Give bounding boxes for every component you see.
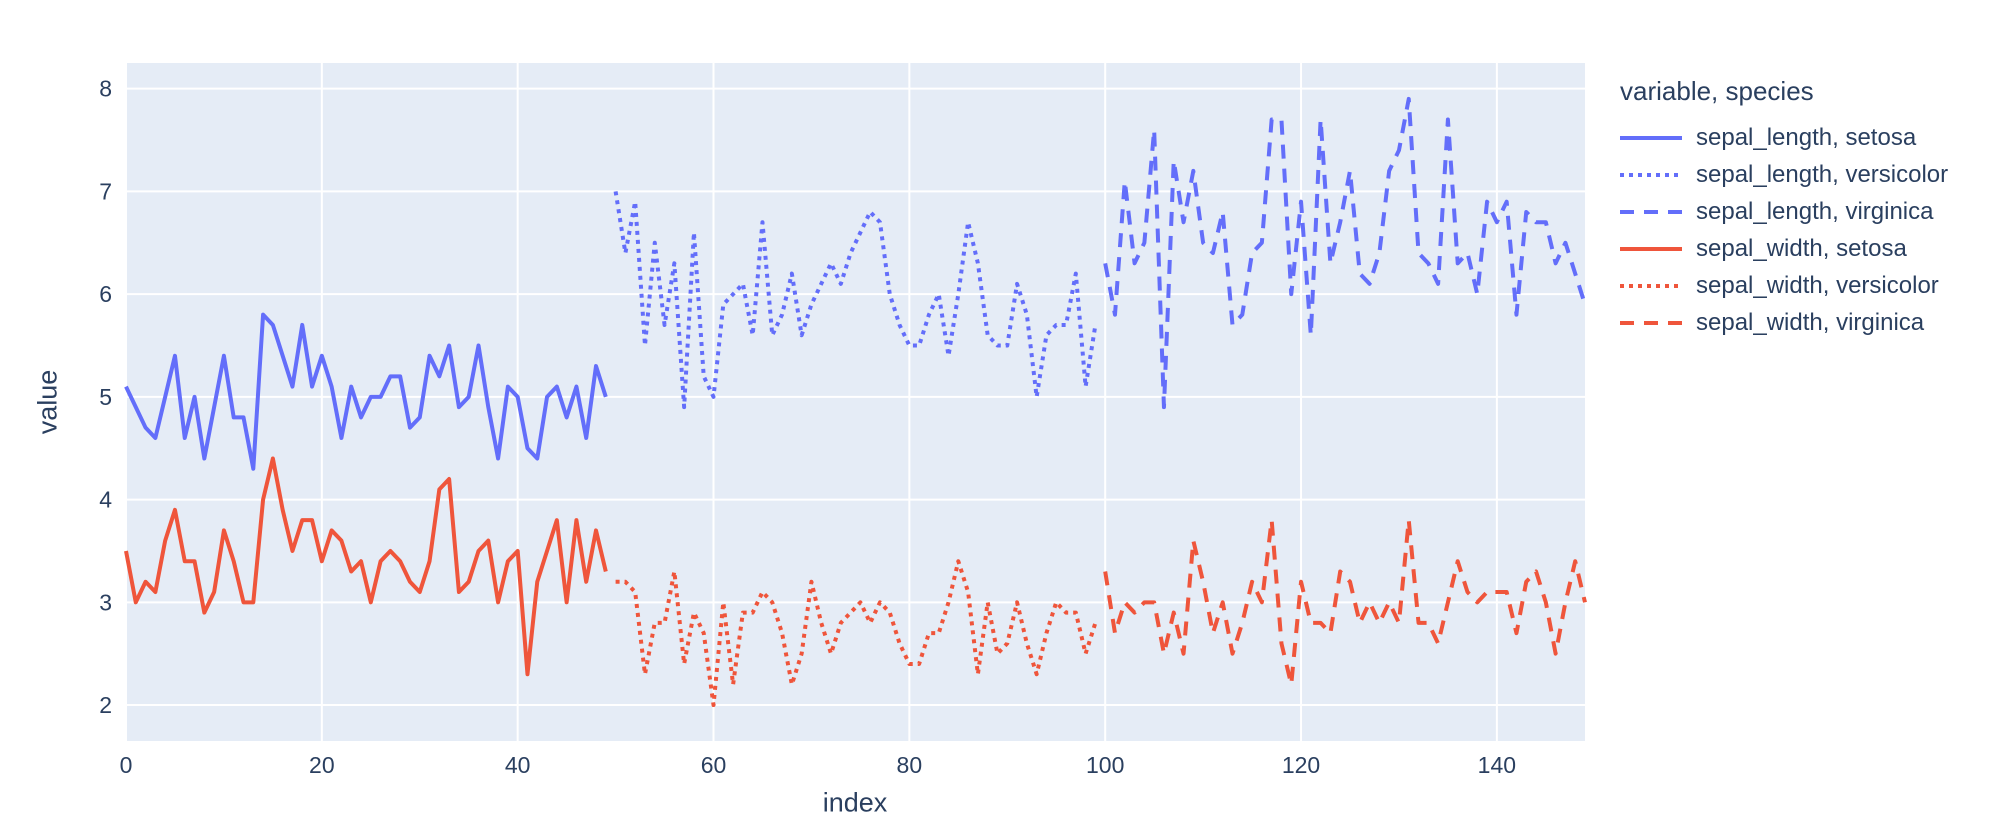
series-line-3[interactable] bbox=[124, 456, 608, 677]
legend-title: variable, species bbox=[1620, 76, 1814, 106]
legend-line-sample bbox=[1620, 283, 1682, 288]
legend-item-label: sepal_width, virginica bbox=[1696, 308, 1925, 336]
legend-line-sample bbox=[1620, 135, 1682, 140]
legend-line-sample bbox=[1620, 172, 1682, 177]
series-line-2[interactable] bbox=[1103, 96, 1587, 410]
legend-item-label: sepal_length, setosa bbox=[1696, 123, 1917, 151]
x-tick-label: 120 bbox=[1282, 752, 1320, 778]
series-line-1[interactable] bbox=[613, 191, 1098, 410]
series-line-5[interactable] bbox=[1103, 518, 1587, 687]
x-tick-label: 100 bbox=[1086, 752, 1124, 778]
legend-item-label: sepal_width, setosa bbox=[1696, 234, 1907, 262]
series-line-0[interactable] bbox=[124, 312, 608, 471]
legend-item-4[interactable]: sepal_width, versicolor bbox=[1620, 267, 1948, 304]
x-tick-label: 140 bbox=[1478, 752, 1516, 778]
x-axis-title: index bbox=[822, 787, 888, 818]
legend-line-sample bbox=[1620, 209, 1682, 214]
x-tick-label: 40 bbox=[505, 752, 531, 778]
legend-item-label: sepal_length, virginica bbox=[1696, 197, 1934, 225]
y-tick-label: 7 bbox=[99, 178, 112, 204]
y-tick-label: 4 bbox=[99, 487, 112, 513]
legend-line-sample bbox=[1620, 246, 1682, 251]
legend-item-label: sepal_length, versicolor bbox=[1696, 160, 1949, 188]
series-line-4[interactable] bbox=[615, 559, 1098, 708]
x-tick-label: 60 bbox=[701, 752, 727, 778]
legend-item-5[interactable]: sepal_width, virginica bbox=[1620, 304, 1948, 341]
legend-line-sample bbox=[1620, 320, 1682, 325]
x-tick-label: 20 bbox=[309, 752, 335, 778]
y-tick-label: 8 bbox=[99, 76, 112, 102]
legend-item-1[interactable]: sepal_length, versicolor bbox=[1620, 156, 1948, 193]
x-tick-label: 0 bbox=[120, 752, 133, 778]
legend-item-3[interactable]: sepal_width, setosa bbox=[1620, 230, 1948, 267]
y-axis-title: value bbox=[32, 369, 63, 435]
legend-item-0[interactable]: sepal_length, setosa bbox=[1620, 119, 1948, 156]
y-tick-label: 5 bbox=[99, 384, 112, 410]
y-tick-label: 6 bbox=[99, 281, 112, 307]
y-tick-label: 2 bbox=[99, 692, 112, 718]
legend-items: sepal_length, setosa sepal_length, versic… bbox=[1620, 119, 1948, 341]
legend: variable, species sepal_length, setosa se… bbox=[1620, 76, 1948, 341]
y-tick-label: 3 bbox=[99, 589, 112, 615]
legend-item-2[interactable]: sepal_length, virginica bbox=[1620, 193, 1948, 230]
x-tick-label: 80 bbox=[897, 752, 923, 778]
legend-item-label: sepal_width, versicolor bbox=[1696, 271, 1939, 299]
plot-area[interactable] bbox=[126, 63, 1585, 741]
